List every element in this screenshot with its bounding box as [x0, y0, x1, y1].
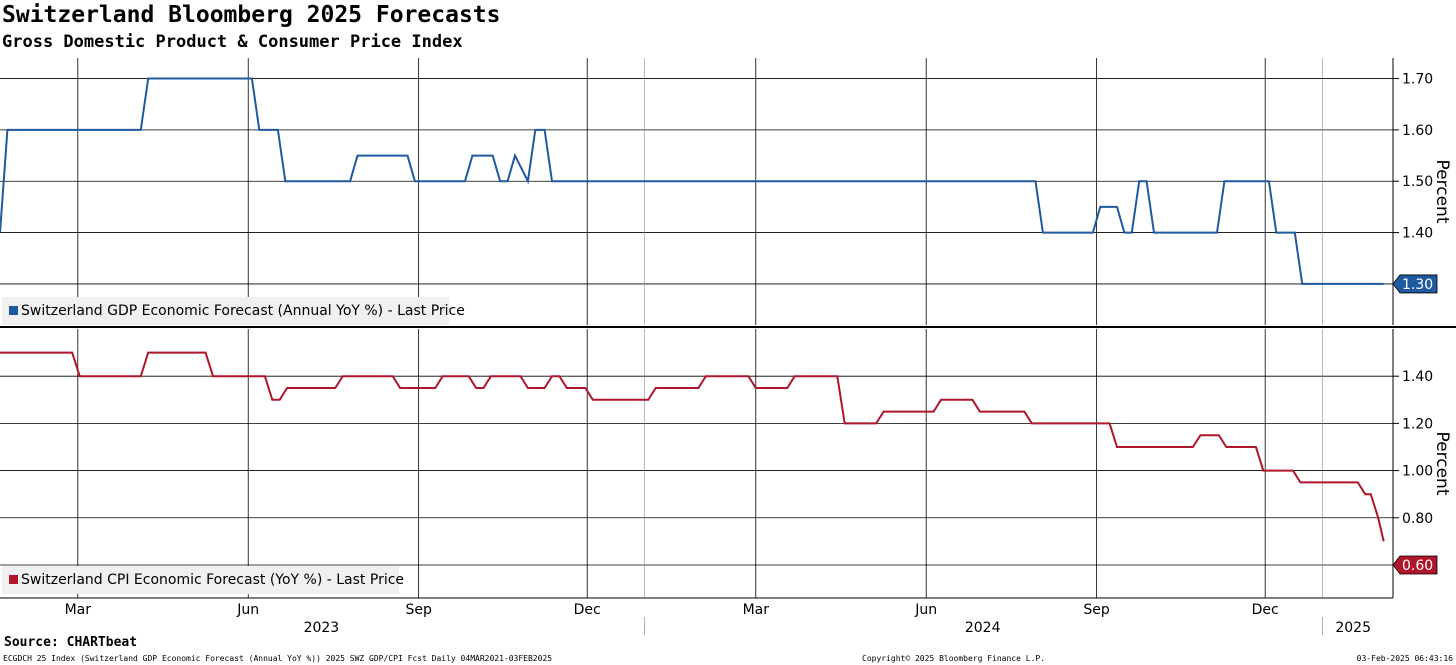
x-tick-label-year: 2023: [304, 620, 340, 636]
x-tick-label-month: Sep: [1083, 602, 1110, 618]
top-y-tick-label: 1.40: [1402, 226, 1433, 242]
top-last-value-tag: [1392, 274, 1438, 294]
top-y-axis-title: Percent: [1432, 160, 1452, 224]
bottom-last-value-label: 0.60: [1402, 558, 1433, 574]
footer-timestamp: 03-Feb-2025 06:43:16: [1356, 654, 1453, 663]
x-tick-label-month: Dec: [574, 602, 601, 618]
bottom-y-tick-label: 1.00: [1402, 464, 1433, 480]
x-tick-label-month: Jun: [236, 602, 259, 618]
bottom-y-tick-label: 0.80: [1402, 511, 1433, 527]
bottom-y-axis-title: Percent: [1432, 432, 1452, 496]
top-legend-swatch: [9, 306, 18, 315]
chart-subtitle: Gross Domestic Product & Consumer Price …: [2, 32, 463, 52]
x-tick-label-month: Mar: [65, 602, 92, 618]
top-y-tick-label: 1.50: [1402, 174, 1433, 190]
source-label: Source: CHARTbeat: [4, 635, 138, 650]
x-tick-label-year: 2025: [1335, 620, 1371, 636]
chart-title: Switzerland Bloomberg 2025 Forecasts: [2, 2, 501, 28]
top-y-tick-label: 1.70: [1402, 72, 1433, 88]
footer-index-info: ECGDCH 25 Index (Switzerland GDP Economi…: [3, 654, 553, 663]
x-tick-label-month: Dec: [1252, 602, 1279, 618]
bottom-legend-swatch: [9, 575, 18, 584]
x-tick-label-year: 2024: [965, 620, 1001, 636]
top-legend-label: Switzerland GDP Economic Forecast (Annua…: [21, 303, 465, 319]
top-legend-box: [2, 297, 449, 325]
x-tick-label-month: Mar: [743, 602, 770, 618]
bottom-legend-label: Switzerland CPI Economic Forecast (YoY %…: [21, 572, 404, 588]
x-tick-label-month: Jun: [914, 602, 937, 618]
bottom-legend-box: [2, 566, 399, 594]
bottom-y-tick-label: 1.40: [1402, 369, 1433, 385]
bottom-y-tick-label: 1.20: [1402, 416, 1433, 432]
x-tick-label-month: Sep: [405, 602, 432, 618]
bottom-last-value-tag: [1392, 555, 1438, 575]
top-series-line: [0, 77, 1384, 285]
top-y-tick-label: 1.60: [1402, 123, 1433, 139]
bottom-series-line: [0, 351, 1385, 542]
footer-copyright: Copyright© 2025 Bloomberg Finance L.P.: [862, 654, 1046, 663]
top-last-value-label: 1.30: [1402, 277, 1433, 293]
